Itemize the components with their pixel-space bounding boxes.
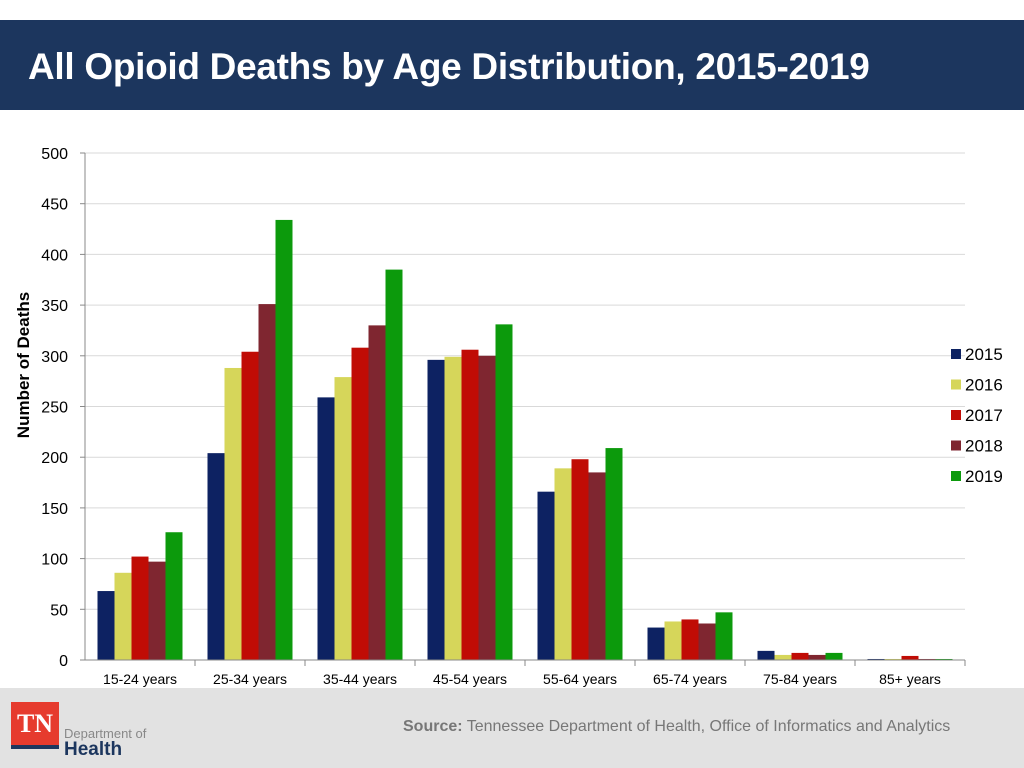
y-tick-label: 150 <box>41 501 68 518</box>
bar-2015-45-54-years <box>427 359 445 660</box>
bar-2019-45-54-years <box>495 324 513 660</box>
title-banner: All Opioid Deaths by Age Distribution, 2… <box>0 20 1024 110</box>
y-tick-label: 300 <box>41 349 68 366</box>
legend-swatch-2019 <box>951 471 961 481</box>
y-tick-label: 350 <box>41 298 68 315</box>
logo-health-text: Health <box>64 739 123 760</box>
legend-label-2015: 2015 <box>965 345 1003 364</box>
bar-2018-45-54-years <box>478 355 496 660</box>
bar-2019-75-84-years <box>825 652 843 660</box>
bar-2015-55-64-years <box>537 491 555 660</box>
bar-2017-85-years <box>901 655 919 660</box>
bar-2017-65-74-years <box>681 619 699 660</box>
bar-2019-35-44-years <box>385 269 403 660</box>
tn-logo: TN <box>11 702 59 749</box>
footer: TN Department of Health Source: Tennesse… <box>0 688 1024 768</box>
legend-swatch-2018 <box>951 440 961 451</box>
bar-2015-25-34-years <box>207 453 225 660</box>
x-tick-label: 25-34 years <box>213 671 287 687</box>
bar-2015-65-74-years <box>647 627 665 660</box>
bar-2018-15-24-years <box>148 561 166 660</box>
x-tick-label: 65-74 years <box>653 671 727 687</box>
logo-department-text: Department of <box>64 726 147 741</box>
legend-label-2017: 2017 <box>965 406 1003 425</box>
bar-2019-15-24-years <box>165 532 183 660</box>
legend-label-2016: 2016 <box>965 376 1003 395</box>
bar-2018-65-74-years <box>698 623 716 660</box>
y-tick-label: 0 <box>59 653 68 670</box>
y-tick-label: 450 <box>41 197 68 214</box>
x-tick-label: 55-64 years <box>543 671 617 687</box>
y-tick-label: 250 <box>41 400 68 417</box>
bar-2017-75-84-years <box>791 652 809 660</box>
x-tick-label: 45-54 years <box>433 671 507 687</box>
source-note: Source: Tennessee Department of Health, … <box>403 718 950 736</box>
bar-2016-25-34-years <box>224 367 242 660</box>
bar-2017-55-64-years <box>571 459 589 660</box>
x-tick-label: 85+ years <box>879 671 941 687</box>
bar-2017-25-34-years <box>241 351 259 660</box>
bar-2015-85-years <box>867 658 885 660</box>
x-tick-label: 35-44 years <box>323 671 397 687</box>
x-tick-label: 15-24 years <box>103 671 177 687</box>
bar-2018-35-44-years <box>368 325 386 660</box>
bar-2019-65-74-years <box>715 612 733 660</box>
bar-2016-35-44-years <box>334 377 352 660</box>
legend-swatch-2017 <box>951 410 961 420</box>
bar-2017-15-24-years <box>131 556 149 660</box>
bar-2019-85-years <box>935 658 953 660</box>
y-tick-label: 500 <box>41 146 68 163</box>
legend-label-2019: 2019 <box>965 467 1003 486</box>
y-tick-label: 400 <box>41 247 68 264</box>
bar-2016-65-74-years <box>664 621 682 660</box>
bar-2016-45-54-years <box>444 356 462 660</box>
bar-2015-15-24-years <box>97 591 115 660</box>
y-tick-label: 100 <box>41 552 68 569</box>
page-title: All Opioid Deaths by Age Distribution, 2… <box>28 46 870 87</box>
bar-2018-25-34-years <box>258 304 276 660</box>
source-label: Source: <box>403 718 463 735</box>
bar-2019-25-34-years <box>275 219 293 660</box>
bar-2016-85-years <box>884 658 902 660</box>
bar-2018-55-64-years <box>588 472 606 660</box>
bar-2016-15-24-years <box>114 572 132 660</box>
bar-2018-85-years <box>918 658 936 660</box>
x-tick-label: 75-84 years <box>763 671 837 687</box>
bar-2019-55-64-years <box>605 448 623 660</box>
bar-2017-35-44-years <box>351 347 369 660</box>
bar-2017-45-54-years <box>461 349 479 660</box>
bar-2015-35-44-years <box>317 397 335 660</box>
legend-label-2018: 2018 <box>965 437 1003 456</box>
y-axis-label: Number of Deaths <box>14 292 33 438</box>
y-tick-label: 200 <box>41 450 68 467</box>
legend-swatch-2015 <box>951 349 961 359</box>
bar-2016-55-64-years <box>554 468 572 660</box>
legend-swatch-2016 <box>951 379 961 390</box>
y-tick-label: 50 <box>50 602 68 619</box>
bar-2015-75-84-years <box>757 650 775 660</box>
source-text: Tennessee Department of Health, Office o… <box>466 718 951 735</box>
bar-2016-75-84-years <box>774 654 792 660</box>
bar-chart: Number of Deaths 0 50 100 150 200 250 300 350 40… <box>14 146 1003 687</box>
bar-2018-75-84-years <box>808 654 826 660</box>
